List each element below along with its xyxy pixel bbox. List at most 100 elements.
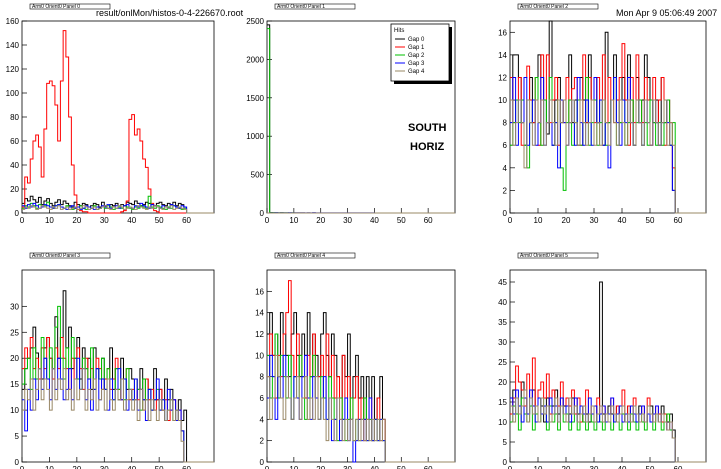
y-tick-label: 45 <box>498 278 507 287</box>
y-tick-label: 1000 <box>246 132 264 141</box>
y-tick-label: 10 <box>10 406 19 415</box>
x-tick-label: 50 <box>646 465 655 469</box>
y-tick-label: 15 <box>498 398 507 407</box>
panel-title: Arm0 Orient0 Panel 2 <box>520 4 568 10</box>
x-tick-label: 0 <box>265 216 270 225</box>
y-tick-label: 0 <box>260 458 265 467</box>
y-tick-label: 0 <box>503 458 508 467</box>
annotation-horiz: HORIZ <box>410 141 445 153</box>
y-tick-label: 12 <box>498 73 507 82</box>
legend-label: Gap 3 <box>408 61 425 67</box>
x-tick-label: 50 <box>397 216 406 225</box>
y-tick-label: 40 <box>498 298 507 307</box>
panel-title-box: Arm0 Orient0 Panel 0 <box>29 3 111 10</box>
y-tick-label: 30 <box>10 302 19 311</box>
x-tick-label: 30 <box>100 465 109 469</box>
histogram-panel: Arm0 Orient0 Panel 3 0 10 20 30 40 50 60 0 5 10 15 2… <box>10 252 215 469</box>
y-tick-label: 2 <box>503 186 508 195</box>
y-tick-label: 4 <box>260 415 265 424</box>
y-tick-label: 0 <box>503 209 508 218</box>
x-tick-label: 30 <box>343 216 352 225</box>
y-tick-label: 10 <box>498 418 507 427</box>
y-tick-label: 15 <box>10 380 19 389</box>
panel-title-box: Arm0 Orient0 Panel 5 <box>517 252 599 259</box>
y-tick-label: 0 <box>260 209 265 218</box>
legend-label: Gap 1 <box>408 45 425 51</box>
y-tick-label: 5 <box>15 432 20 441</box>
x-tick-label: 40 <box>370 216 379 225</box>
gap4-series <box>510 389 706 463</box>
y-tick-label: 14 <box>498 51 507 60</box>
x-tick-label: 50 <box>397 465 406 469</box>
x-tick-label: 40 <box>127 216 136 225</box>
legend-label: Gap 0 <box>408 37 425 43</box>
gap4-series <box>510 99 706 214</box>
y-tick-label: 12 <box>255 330 264 339</box>
histogram-panel: Arm0 Orient0 Panel 4 0 10 20 30 40 50 60 0 2 4 6 8 10… <box>255 252 456 469</box>
y-tick-label: 6 <box>260 394 265 403</box>
legend-entry-gap3: Gap 3 <box>395 61 425 67</box>
x-tick-label: 10 <box>534 465 543 469</box>
y-tick-label: 30 <box>498 338 507 347</box>
x-tick-label: 40 <box>618 465 627 469</box>
x-tick-label: 10 <box>289 216 298 225</box>
x-tick-label: 40 <box>127 465 136 469</box>
y-tick-label: 10 <box>498 96 507 105</box>
plot-frame <box>21 20 215 214</box>
x-tick-label: 60 <box>424 465 433 469</box>
annotation-south: SOUTH <box>408 122 447 134</box>
x-tick-label: 40 <box>618 216 627 225</box>
x-tick-label: 0 <box>508 216 513 225</box>
x-tick-label: 60 <box>424 216 433 225</box>
y-tick-label: 4 <box>503 164 508 173</box>
y-tick-label: 16 <box>255 287 264 296</box>
x-tick-label: 0 <box>20 216 25 225</box>
x-tick-label: 20 <box>562 216 571 225</box>
legend-label: Gap 4 <box>408 69 425 75</box>
y-tick-label: 120 <box>6 65 20 74</box>
legend-title: Hits <box>394 28 404 34</box>
y-tick-label: 25 <box>10 328 19 337</box>
x-tick-label: 10 <box>45 465 54 469</box>
gap4-series <box>22 205 214 214</box>
y-tick-label: 10 <box>255 351 264 360</box>
y-tick-label: 2000 <box>246 55 264 64</box>
panel-title: Arm0 Orient0 Panel 1 <box>277 4 325 10</box>
y-tick-label: 14 <box>255 309 264 318</box>
legend-entry-gap4: Gap 4 <box>395 69 425 75</box>
y-tick-label: 5 <box>503 438 508 447</box>
y-tick-label: 16 <box>498 28 507 37</box>
file-label: result/onlMon/histos-0-4-226670.root <box>96 8 244 18</box>
x-tick-label: 10 <box>289 465 298 469</box>
y-tick-label: 80 <box>10 113 19 122</box>
histogram-panel: Arm0 Orient0 Panel 5 0 10 20 30 40 50 60 0 5 10 15 2… <box>498 252 707 469</box>
y-tick-label: 25 <box>498 358 507 367</box>
x-tick-label: 30 <box>590 216 599 225</box>
x-tick-label: 0 <box>265 465 270 469</box>
y-tick-label: 100 <box>6 89 20 98</box>
x-tick-label: 20 <box>316 465 325 469</box>
y-tick-label: 60 <box>10 137 19 146</box>
legend-entry-gap1: Gap 1 <box>395 45 425 51</box>
panel-title-box: Arm0 Orient0 Panel 1 <box>274 3 356 10</box>
y-tick-label: 8 <box>503 119 508 128</box>
panel-title-box: Arm0 Orient0 Panel 4 <box>274 252 356 259</box>
gap1-series <box>22 30 214 214</box>
y-tick-label: 2 <box>260 437 265 446</box>
panel-title: Arm0 Orient0 Panel 5 <box>520 253 568 259</box>
y-tick-label: 0 <box>15 209 20 218</box>
y-tick-label: 35 <box>498 318 507 327</box>
y-tick-label: 1500 <box>246 94 264 103</box>
datetime-label: Mon Apr 9 05:06:49 2007 <box>616 8 717 18</box>
x-tick-label: 50 <box>155 465 164 469</box>
histogram-panel: Arm0 Orient0 Panel 2 0 10 20 30 40 50 60 0 2 4 6 8 10… <box>498 3 707 225</box>
x-tick-label: 20 <box>72 216 81 225</box>
y-tick-label: 0 <box>15 458 20 467</box>
x-tick-label: 40 <box>370 465 379 469</box>
x-tick-label: 50 <box>155 216 164 225</box>
x-tick-label: 30 <box>100 216 109 225</box>
panel-title: Arm0 Orient0 Panel 3 <box>32 253 80 259</box>
x-tick-label: 60 <box>674 216 683 225</box>
plot-frame <box>509 269 707 463</box>
